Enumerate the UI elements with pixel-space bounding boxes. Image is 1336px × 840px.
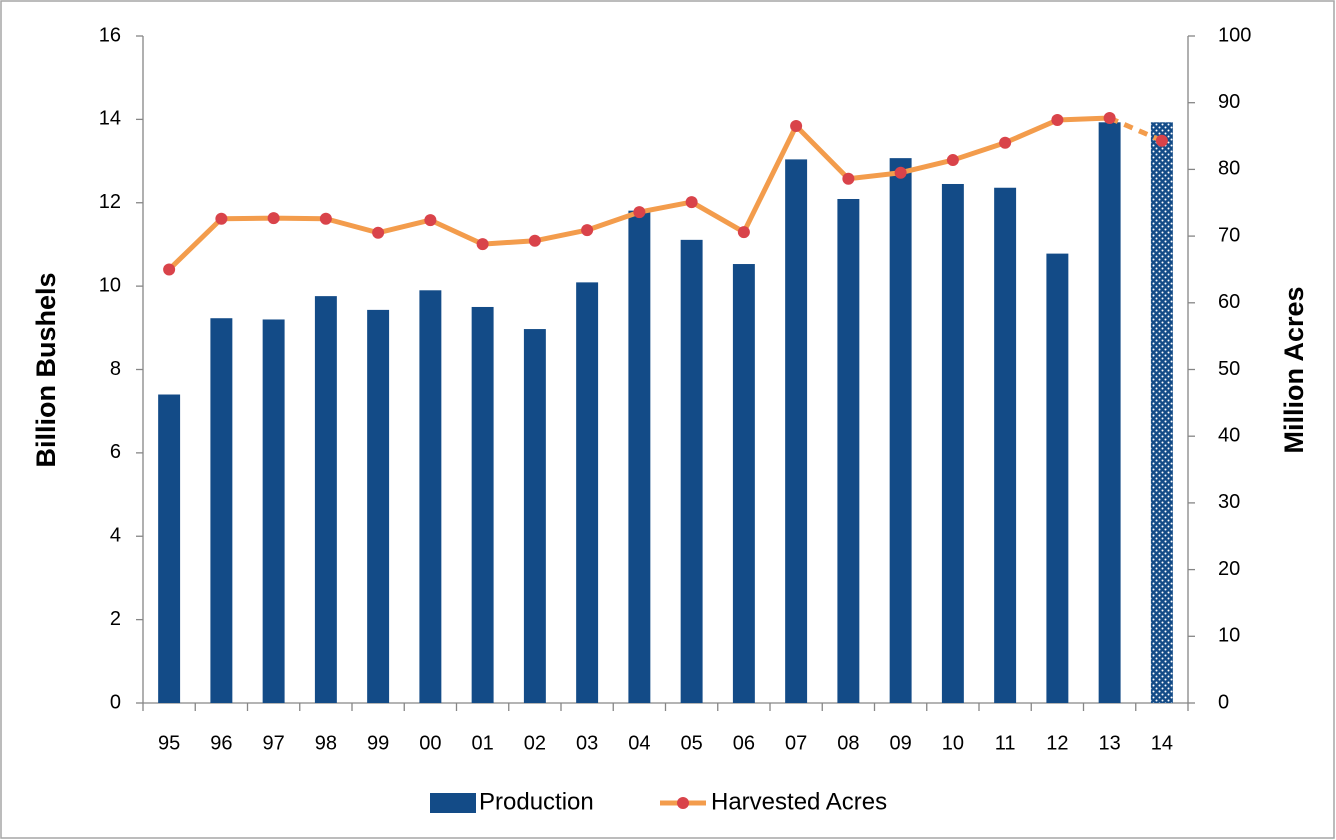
legend-label: Production xyxy=(479,788,594,815)
line-marker xyxy=(685,196,698,209)
x-tick-label: 01 xyxy=(472,732,494,754)
y2-tick-label: 40 xyxy=(1218,424,1240,446)
line-marker xyxy=(476,238,489,251)
legend-swatch xyxy=(677,797,689,809)
bar xyxy=(367,309,390,703)
line-marker xyxy=(581,224,594,237)
y2-axis-title: Million Acres xyxy=(1279,286,1309,453)
bar xyxy=(419,290,442,703)
bar xyxy=(262,319,285,703)
line-marker xyxy=(633,206,646,219)
bar xyxy=(1046,253,1069,703)
legend-label: Harvested Acres xyxy=(711,788,887,815)
x-tick-label: 98 xyxy=(315,732,337,754)
line-marker xyxy=(1103,112,1116,125)
x-tick-label: 13 xyxy=(1099,732,1121,754)
y-tick-label: 14 xyxy=(99,108,121,130)
bar xyxy=(1098,122,1121,704)
y-tick-label: 6 xyxy=(110,441,121,463)
bar xyxy=(576,282,599,703)
x-tick-label: 02 xyxy=(524,732,546,754)
line-marker xyxy=(528,234,541,247)
bar xyxy=(523,329,546,703)
bar xyxy=(994,187,1017,703)
x-tick-label: 00 xyxy=(419,732,441,754)
line-marker xyxy=(215,212,228,225)
x-tick-label: 14 xyxy=(1151,732,1173,754)
line-marker xyxy=(946,154,959,167)
bar xyxy=(889,158,912,703)
x-tick-label: 97 xyxy=(263,732,285,754)
x-tick-label: 03 xyxy=(576,732,598,754)
y-axis-title: Billion Bushels xyxy=(31,272,61,467)
y-tick-label: 16 xyxy=(99,24,121,46)
y-tick-label: 0 xyxy=(110,691,121,713)
y2-tick-label: 80 xyxy=(1218,158,1240,180)
line-marker xyxy=(1051,114,1064,127)
line-marker xyxy=(163,263,176,276)
y2-tick-label: 50 xyxy=(1218,358,1240,380)
line-marker xyxy=(319,212,332,225)
x-tick-label: 06 xyxy=(733,732,755,754)
bar xyxy=(732,264,755,703)
bar xyxy=(628,210,651,703)
y-tick-label: 10 xyxy=(99,274,121,296)
y2-tick-label: 30 xyxy=(1218,491,1240,513)
y2-tick-label: 70 xyxy=(1218,224,1240,246)
x-tick-label: 96 xyxy=(210,732,232,754)
y-tick-label: 2 xyxy=(110,608,121,630)
line-marker xyxy=(737,226,750,239)
line-marker xyxy=(999,136,1012,149)
x-tick-label: 05 xyxy=(681,732,703,754)
line-marker xyxy=(894,166,907,179)
bar xyxy=(471,306,494,703)
bar xyxy=(941,183,964,704)
bar xyxy=(210,318,233,703)
bar xyxy=(158,394,181,703)
line xyxy=(167,115,1163,272)
x-tick-label: 08 xyxy=(837,732,859,754)
x-tick-label: 04 xyxy=(628,732,650,754)
line-marker xyxy=(267,212,280,225)
bar xyxy=(1150,122,1173,704)
y2-tick-label: 60 xyxy=(1218,291,1240,313)
x-tick-label: 95 xyxy=(158,732,180,754)
x-tick-label: 11 xyxy=(995,732,1016,754)
x-tick-label: 09 xyxy=(890,732,912,754)
y2-tick-label: 90 xyxy=(1218,91,1240,113)
x-tick-label: 07 xyxy=(785,732,807,754)
legend-swatch xyxy=(430,793,476,813)
y-tick-label: 8 xyxy=(110,358,121,380)
line-marker xyxy=(842,172,855,185)
x-tick-label: 10 xyxy=(942,732,964,754)
y2-tick-label: 0 xyxy=(1218,691,1229,713)
line-marker xyxy=(790,120,803,133)
line-marker xyxy=(424,214,437,227)
x-tick-label: 12 xyxy=(1046,732,1068,754)
line-marker xyxy=(1155,134,1168,147)
line-marker xyxy=(372,226,385,239)
bar xyxy=(680,239,703,703)
y-tick-label: 12 xyxy=(99,191,121,213)
bar xyxy=(785,159,808,703)
y-tick-label: 4 xyxy=(110,525,121,547)
bar xyxy=(314,296,337,703)
x-tick-label: 99 xyxy=(367,732,389,754)
y2-tick-label: 10 xyxy=(1218,625,1240,647)
y2-tick-label: 100 xyxy=(1218,24,1251,46)
y2-tick-label: 20 xyxy=(1218,558,1240,580)
bar xyxy=(837,198,860,704)
